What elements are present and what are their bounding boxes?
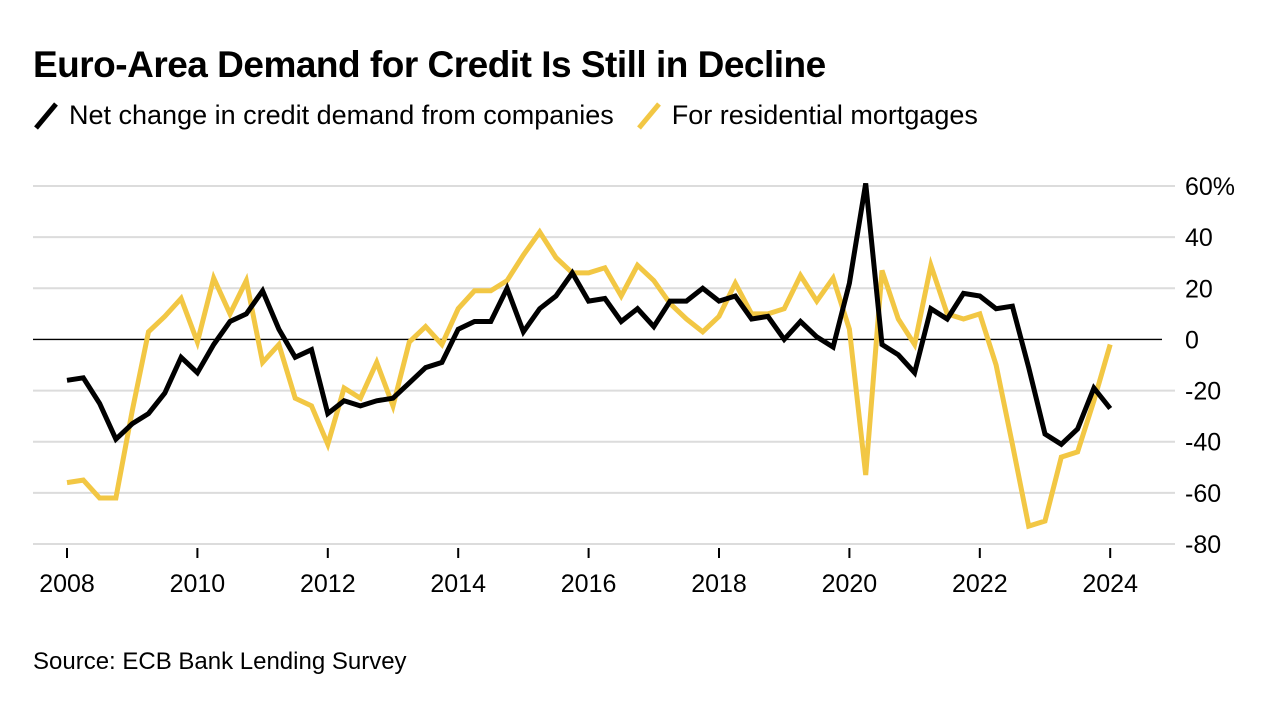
y-tick-label: 60%: [1185, 173, 1235, 201]
y-tick-label: 0: [1185, 326, 1199, 354]
series-line-companies: [66, 182, 1113, 448]
series-lines: [66, 182, 1113, 530]
x-tick-label: 2012: [300, 570, 356, 598]
x-tick-label: 2022: [952, 570, 1008, 598]
x-tick-label: 2010: [170, 570, 226, 598]
legend-label-mortgages: For residential mortgages: [671, 100, 978, 130]
y-axis-tick-labels: 60% 40 20 0 -20 -40 -60 -80: [1185, 173, 1235, 559]
y-tick-label: -20: [1185, 378, 1221, 406]
legend-label-companies: Net change in credit demand from compani…: [69, 100, 614, 130]
x-axis: 2008 2010 2012 2014 2016 2018 2020 2022 2024: [39, 548, 1138, 598]
series-line-mortgages: [66, 227, 1113, 530]
y-tick-label: -60: [1185, 480, 1221, 508]
x-tick-label: 2020: [822, 570, 878, 598]
legend: Net change in credit demand from compani…: [33, 100, 1000, 131]
source-note: Source: ECB Bank Lending Survey: [33, 648, 407, 675]
y-tick-label: 40: [1185, 224, 1213, 252]
y-tick-label: 20: [1185, 275, 1213, 303]
x-tick-label: 2018: [691, 570, 747, 598]
x-tick-label: 2016: [561, 570, 617, 598]
y-tick-label: -80: [1185, 531, 1221, 559]
x-tick-label: 2014: [430, 570, 486, 598]
legend-swatch-companies: [34, 101, 58, 130]
x-tick-label: 2024: [1082, 570, 1138, 598]
legend-item-mortgages: For residential mortgages: [636, 100, 978, 131]
legend-swatch-mortgages: [636, 101, 661, 130]
x-tick-label: 2008: [39, 570, 95, 598]
legend-item-companies: Net change in credit demand from compani…: [33, 100, 614, 131]
gridlines: [33, 185, 1175, 545]
chart-title: Euro-Area Demand for Credit Is Still in …: [33, 44, 826, 85]
y-tick-label: -40: [1185, 429, 1221, 457]
